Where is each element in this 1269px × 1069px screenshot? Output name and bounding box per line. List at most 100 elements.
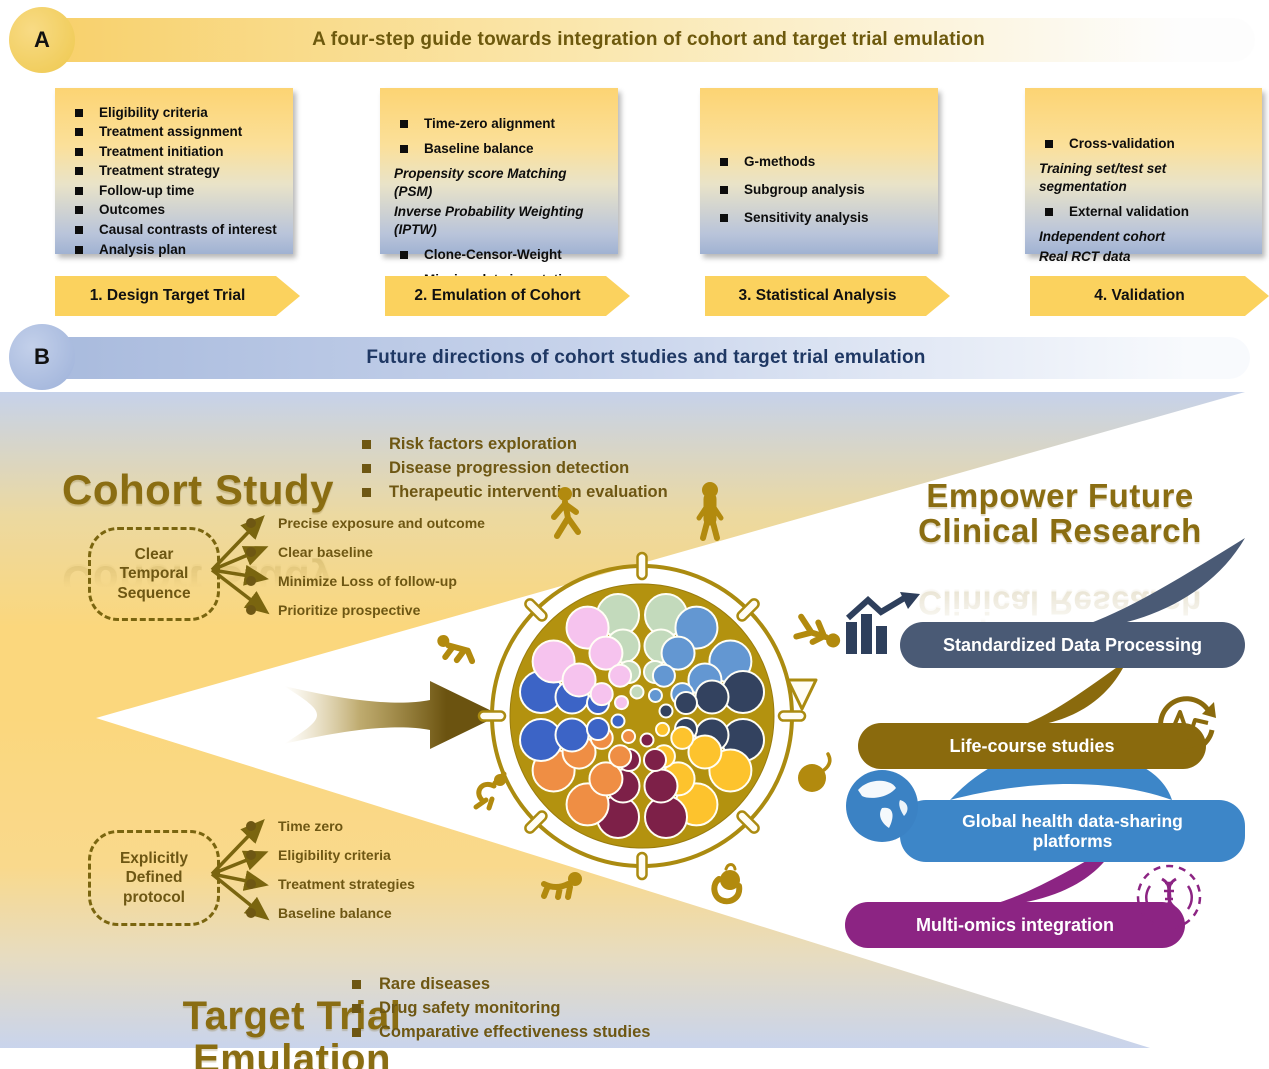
step-3-label: 3. Statistical Analysis	[738, 287, 897, 304]
step-4-arrow: 4. Validation	[1030, 276, 1269, 316]
clear-temporal-sequence-label: Clear Temporal Sequence	[117, 545, 191, 602]
card-item: Time-zero alignment	[394, 115, 608, 133]
banner-label: Life-course studies	[949, 735, 1115, 756]
banner-label: Multi-omics integration	[916, 914, 1114, 935]
egg-cell-icon	[798, 752, 832, 792]
square-bullet-icon	[75, 128, 83, 137]
explicitly-defined-protocol-box: Explicitly Defined protocol	[88, 830, 220, 926]
card-item: Inverse Probability Weighting (IPTW)	[394, 203, 584, 237]
protocol-item: Baseline balance	[246, 898, 415, 927]
square-bullet-icon	[75, 225, 83, 234]
square-bullet-icon	[75, 147, 83, 156]
panel-b-badge: B	[9, 324, 75, 390]
dot-bullet-icon	[246, 820, 256, 831]
banner-label: Standardized Data Processing	[942, 634, 1203, 655]
square-bullet-icon	[362, 440, 371, 449]
card-item: Cross-validation	[1039, 135, 1252, 153]
card-item: Training set/test set segmentation	[1039, 161, 1167, 195]
dot-cluster-yellow	[651, 721, 753, 827]
pulse-cycle-icon	[1158, 696, 1216, 754]
card-item: Causal contrasts of interest	[69, 221, 283, 239]
crawling-baby-icon	[541, 872, 582, 900]
square-bullet-icon	[400, 145, 408, 154]
card-item: G-methods	[714, 153, 928, 171]
bullet-item: Therapeutic intervention evaluation	[362, 481, 668, 504]
temporal-item: Precise exposure and outcome	[246, 508, 485, 537]
dna-icon	[1136, 864, 1202, 930]
dot-bullet-icon	[246, 878, 256, 889]
square-bullet-icon	[400, 250, 408, 259]
globe-icon	[846, 770, 918, 842]
panel-a-title: A four-step guide towards integration of…	[312, 29, 985, 50]
square-bullet-icon	[75, 186, 83, 195]
panel-a-badge-letter: A	[34, 27, 50, 52]
temporal-item-list: Precise exposure and outcome Clear baseli…	[246, 508, 485, 624]
card-item: Baseline balance	[394, 140, 608, 158]
bullet-item: Comparative effectiveness studies	[352, 1021, 650, 1044]
square-bullet-icon	[75, 167, 83, 176]
step-4-label: 4. Validation	[1094, 287, 1185, 304]
bullet-item: Disease progression detection	[362, 457, 668, 480]
wheel-ticks	[477, 551, 807, 881]
target-trial-emulation-title: Target Trial Emulation Target Trial Emul…	[42, 952, 542, 1069]
square-bullet-icon	[352, 980, 361, 989]
dot-bullet-icon	[246, 517, 256, 528]
card-item: Sensitivity analysis	[714, 209, 928, 227]
target-bullet-list: Rare diseases Drug safety monitoring Compa…	[352, 972, 650, 1045]
swoosh-purple-icon	[983, 843, 1117, 907]
temporal-item: Prioritize prospective	[246, 595, 485, 624]
bar-chart-icon	[845, 592, 920, 654]
population-dot-clusters	[519, 593, 765, 839]
square-bullet-icon	[720, 158, 728, 166]
bullet-item: Risk factors exploration	[362, 433, 668, 456]
card-item: Treatment strategy	[69, 162, 283, 180]
cohort-bullet-list: Risk factors exploration Disease progress…	[362, 432, 668, 505]
temporal-item: Clear baseline	[246, 537, 485, 566]
protocol-item-list: Time zero Eligibility criteria Treatment s…	[246, 811, 415, 927]
bullet-item: Rare diseases	[352, 973, 650, 996]
card-statistical-analysis: G-methods Subgroup analysis Sensitivity an…	[700, 79, 948, 254]
panel-b-title: Future directions of cohort studies and …	[366, 347, 926, 368]
square-bullet-icon	[1045, 208, 1053, 217]
target-trial-emulation-title-text: Target Trial Emulation	[182, 994, 402, 1069]
card-item: Subgroup analysis	[714, 181, 928, 199]
square-bullet-icon	[400, 120, 408, 128]
card-item: Propensity score Matching (PSM)	[394, 166, 567, 200]
swoosh-slate-icon	[1070, 538, 1245, 630]
walking-person-icon	[551, 487, 581, 539]
card-item: Follow-up time	[69, 182, 283, 200]
dot-cluster-pink	[531, 605, 633, 711]
standing-person-icon	[696, 482, 724, 541]
protocol-item: Time zero	[246, 811, 415, 840]
step-2-arrow: 2. Emulation of Cohort	[385, 276, 630, 316]
cohort-study-title-text: Cohort Study	[62, 466, 334, 514]
card-item: Analysis plan	[69, 241, 283, 259]
banner-multi-omics-integration: Multi-omics integration	[845, 902, 1185, 948]
square-bullet-icon	[352, 1004, 361, 1013]
panel-a-badge: A	[9, 7, 75, 73]
card-design-target-trial: Eligibility criteria Treatment assignment…	[55, 79, 303, 257]
bullet-item: Drug safety monitoring	[352, 997, 650, 1020]
banner-life-course-studies: Life-course studies	[858, 723, 1206, 769]
banner-standardized-data-processing: Standardized Data Processing	[900, 622, 1245, 668]
dot-bullet-icon	[246, 546, 256, 557]
card-item: Clone-Censor-Weight	[394, 246, 608, 264]
panel-a-header-band: A four-step guide towards integration of…	[42, 18, 1255, 62]
dot-bullet-icon	[246, 604, 256, 615]
cohort-wheel	[437, 482, 841, 905]
square-bullet-icon	[75, 108, 83, 117]
step-3-arrow: 3. Statistical Analysis	[705, 276, 950, 316]
square-bullet-icon	[720, 186, 728, 195]
square-bullet-icon	[362, 464, 371, 473]
panel-b-header-band: Future directions of cohort studies and …	[42, 337, 1250, 379]
crawling-person-icon	[437, 634, 476, 665]
square-bullet-icon	[720, 214, 728, 223]
card-item: Outcomes	[69, 201, 283, 219]
dot-bullet-icon	[246, 907, 256, 918]
square-bullet-icon	[75, 245, 83, 254]
square-bullet-icon	[352, 1028, 361, 1037]
step-1-label: 1. Design Target Trial	[89, 287, 246, 304]
card-item: Treatment assignment	[69, 123, 283, 141]
card-item: Real RCT data	[1039, 248, 1131, 264]
